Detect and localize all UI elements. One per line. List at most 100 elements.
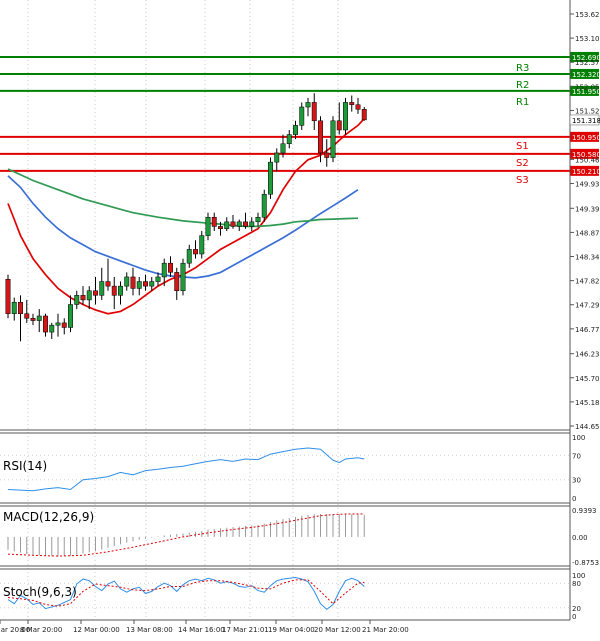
x-tick-label: 7 Mar 20:00 — [0, 626, 30, 634]
bullish-candle — [161, 262, 167, 278]
bullish-candle — [136, 281, 142, 289]
y-tick-label: 153.100 — [575, 35, 600, 43]
bearish-candle — [318, 120, 323, 154]
bullish-candle — [118, 285, 123, 296]
x-tick-label: 14 Mar 16:00 — [178, 626, 225, 634]
y-tick-label: 149.395 — [575, 205, 600, 213]
y-tick-label: 150.460 — [575, 156, 600, 164]
rsi-tick-label: 30 — [572, 477, 581, 485]
bearish-candle — [93, 290, 98, 296]
bullish-candle — [149, 281, 155, 287]
pivot-price-label: 151.950 — [572, 88, 600, 96]
current-price-tag — [569, 114, 600, 126]
bullish-candle — [186, 249, 192, 264]
bearish-candle — [143, 281, 148, 287]
bullish-candle — [305, 102, 311, 108]
y-tick-label: 144.655 — [575, 423, 600, 431]
y-tick-label: 153.625 — [575, 11, 600, 19]
bullish-candle — [268, 161, 273, 195]
bearish-candle — [349, 102, 355, 105]
pivot-level-name: R3 — [516, 63, 529, 74]
bullish-candle — [11, 301, 17, 314]
x-tick-label: 12 Mar 00:00 — [73, 626, 120, 634]
pivot-level-name: S2 — [516, 158, 529, 169]
bearish-candle — [230, 221, 236, 227]
pivot-price-tag — [570, 131, 599, 142]
current-price-label: 151.318 — [572, 117, 600, 125]
bullish-candle — [249, 221, 255, 227]
bearish-candle — [193, 249, 198, 255]
bearish-candle — [80, 295, 86, 301]
bearish-candle — [105, 281, 111, 287]
x-tick-label: 13 Mar 08:00 — [126, 626, 173, 634]
y-tick-label: 147.295 — [575, 302, 600, 310]
macd-tick-label: -0.8753 — [572, 559, 599, 567]
bullish-candle — [55, 322, 61, 326]
y-tick-label: 146.230 — [575, 351, 600, 359]
y-tick-label: 148.345 — [575, 254, 600, 262]
y-tick-label: 151.525 — [575, 107, 600, 115]
bullish-candle — [280, 143, 286, 154]
pivot-price-tag — [570, 165, 599, 176]
bearish-candle — [43, 315, 48, 333]
rsi-title: RSI(14) — [3, 459, 47, 473]
pivot-level-name: S1 — [516, 141, 529, 152]
bearish-candle — [111, 285, 117, 296]
bullish-candle — [236, 221, 242, 227]
bearish-candle — [311, 102, 317, 122]
bearish-candle — [168, 262, 173, 273]
bearish-candle — [174, 272, 180, 291]
indicator-layer — [7, 447, 365, 611]
bullish-candle — [155, 276, 161, 282]
candlestick-layer — [5, 93, 367, 342]
bullish-candle — [224, 221, 230, 229]
rsi-line — [7, 447, 365, 492]
rsi-tick-label: 70 — [572, 452, 581, 460]
bullish-candle — [293, 125, 298, 135]
pivot-level-layer — [0, 51, 599, 176]
pivot-level-name: R2 — [516, 80, 529, 91]
bullish-candle — [299, 106, 305, 126]
bullish-candle — [74, 295, 80, 305]
pivot-price-tag — [570, 85, 599, 96]
bullish-candle — [255, 216, 261, 223]
x-tick-label: 19 Mar 04:00 — [268, 626, 315, 634]
pivot-price-label: 150.950 — [572, 134, 600, 142]
bullish-candle — [36, 315, 42, 321]
pivot-level-name: R1 — [516, 97, 529, 108]
y-tick-label: 147.820 — [575, 278, 600, 286]
bullish-candle — [124, 276, 130, 287]
bearish-candle — [211, 216, 217, 227]
pivot-price-label: 150.580 — [572, 151, 600, 159]
bearish-candle — [24, 313, 30, 319]
stoch-tick-label: 20 — [572, 605, 581, 613]
stoch-d-line — [7, 579, 365, 607]
bearish-candle — [361, 109, 367, 121]
bullish-candle — [274, 152, 280, 163]
y-tick-label: 152.575 — [575, 59, 600, 67]
pivot-price-label: 150.210 — [572, 168, 600, 176]
bullish-candle — [261, 194, 267, 218]
bullish-candle — [86, 290, 92, 301]
pivot-price-tag — [570, 148, 599, 159]
pivot-level-name: S3 — [516, 175, 529, 186]
macd-tick-label: 0.00 — [572, 534, 588, 542]
rsi-tick-label: 0 — [572, 495, 576, 503]
pivot-price-label: 152.690 — [572, 54, 600, 62]
y-tick-label: 149.935 — [575, 180, 600, 188]
y-tick-label: 148.870 — [575, 229, 600, 237]
bearish-candle — [130, 276, 136, 289]
bullish-candle — [205, 216, 211, 236]
axis-layer — [0, 0, 574, 624]
bearish-candle — [5, 279, 11, 314]
x-tick-label: 17 Mar 21:01 — [222, 626, 269, 634]
y-tick-label: 145.180 — [575, 399, 600, 407]
bearish-candle — [355, 104, 361, 110]
bearish-candle — [336, 120, 342, 131]
bullish-candle — [68, 304, 73, 328]
bullish-candle — [180, 262, 186, 291]
bearish-candle — [30, 318, 36, 321]
